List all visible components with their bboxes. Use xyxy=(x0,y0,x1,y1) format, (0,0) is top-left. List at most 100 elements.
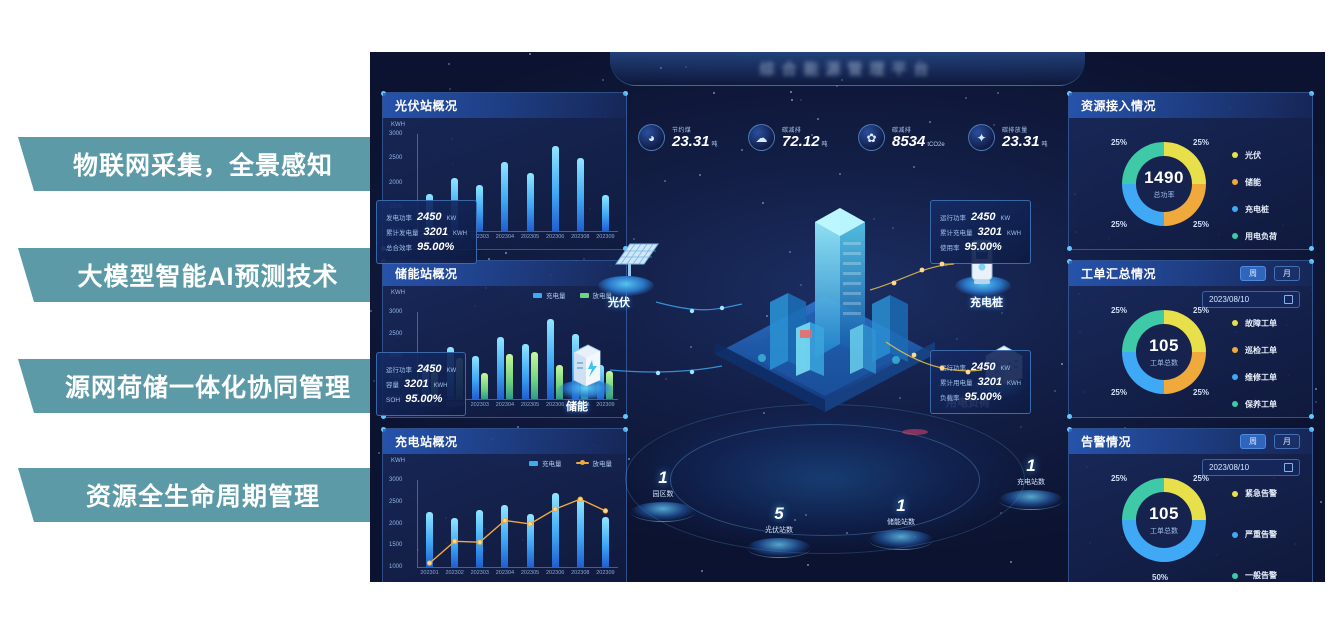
charging-legend-item[interactable]: 放电量 xyxy=(575,458,612,468)
charging-bar[interactable] xyxy=(526,513,534,567)
charging-bar[interactable] xyxy=(426,511,434,567)
storage-x-tick: 202304 xyxy=(495,402,515,408)
storage-bar[interactable] xyxy=(531,352,539,399)
resource-legend-item[interactable]: 储能 xyxy=(1232,177,1277,188)
pv-bar[interactable] xyxy=(526,172,534,231)
kpi-value-4: 23.31 吨 xyxy=(1002,133,1048,151)
storage-bar[interactable] xyxy=(547,318,555,399)
storage-bar[interactable] xyxy=(505,353,513,399)
charging-bar-group[interactable]: 202303 xyxy=(467,480,492,576)
alarm-legend-item[interactable]: 严重告警 xyxy=(1232,529,1277,540)
chart-worksheet-donut[interactable]: 105 工单总数 25% 25% 25% 25% 故障工单 巡检工单 维修工单 保养工单 xyxy=(1069,286,1312,417)
storage-bar[interactable] xyxy=(556,364,564,399)
alarm-donut-center: 105 工单总数 xyxy=(1136,492,1192,548)
storage-bar-group[interactable]: 202304 xyxy=(492,312,517,408)
resource-legend-item[interactable]: 用电负荷 xyxy=(1232,231,1277,242)
alarm-toggle-week[interactable]: 周 xyxy=(1240,434,1266,449)
storage-bar-group[interactable]: 202303 xyxy=(467,312,492,408)
worksheet-center-value: 105 xyxy=(1149,336,1179,355)
storage-bar[interactable] xyxy=(522,343,530,399)
resource-legend-label: 光伏 xyxy=(1245,150,1261,160)
worksheet-date-value: 2023/08/10 xyxy=(1209,295,1250,304)
worksheet-legend-item[interactable]: 故障工单 xyxy=(1232,318,1277,329)
pv-bar-group[interactable]: 202308 xyxy=(568,134,593,240)
alarm-legend-item[interactable]: 紧急告警 xyxy=(1232,488,1277,499)
storage-legend-label: 放电量 xyxy=(592,293,613,300)
metric-value: 2450 xyxy=(971,211,996,223)
storage-bar-group[interactable]: 202306 xyxy=(543,312,568,408)
resource-legend-item[interactable]: 充电桩 xyxy=(1232,204,1277,215)
storage-bar[interactable] xyxy=(496,337,504,399)
worksheet-legend-item[interactable]: 维修工单 xyxy=(1232,372,1277,383)
charging-bar[interactable] xyxy=(601,516,609,567)
storage-legend-item[interactable]: 充电量 xyxy=(533,290,566,300)
alarm-donut[interactable]: 105 工单总数 xyxy=(1122,478,1206,562)
stat-pod-1[interactable]: 1 园区数 xyxy=(624,468,702,522)
worksheet-legend-item[interactable]: 巡检工单 xyxy=(1232,345,1277,356)
worksheet-donut-ring[interactable]: 105 工单总数 xyxy=(1122,310,1206,394)
charging-bar-group[interactable]: 202309 xyxy=(593,480,618,576)
charging-bar[interactable] xyxy=(476,509,484,567)
metric-value: 3201 xyxy=(977,376,1002,388)
battery-cabinet-icon[interactable] xyxy=(568,342,604,393)
alarm-legend-item[interactable]: 一般告警 xyxy=(1232,570,1277,581)
chart-resource-donut[interactable]: 1490 总功率 25% 25% 25% 25% 光伏 储能 充电桩 用电负荷 xyxy=(1069,118,1312,249)
charging-bar-group[interactable]: 202308 xyxy=(568,480,593,576)
node-pedestal-pv xyxy=(598,276,654,296)
panel-title-pv: 光伏站概况 xyxy=(383,93,626,118)
stat-pod-2[interactable]: 5 光伏站数 xyxy=(740,504,818,558)
node-label-pv: 光伏 xyxy=(608,297,630,309)
solar-panel-icon[interactable] xyxy=(608,238,660,285)
storage-legend-item[interactable]: 放电量 xyxy=(579,290,613,300)
pv-bar-group[interactable]: 202305 xyxy=(518,134,543,240)
storage-x-tick: 202308 xyxy=(571,402,590,408)
resource-donut-ring[interactable]: 1490 总功率 xyxy=(1122,142,1206,226)
pv-x-tick: 202306 xyxy=(546,234,565,240)
worksheet-toggle-week[interactable]: 周 xyxy=(1240,266,1266,281)
charging-bar[interactable] xyxy=(576,499,584,567)
pv-bar[interactable] xyxy=(501,161,509,231)
stat-pod-4[interactable]: 1 充电站数 xyxy=(992,456,1070,510)
charging-bar[interactable] xyxy=(551,493,559,567)
worksheet-donut[interactable]: 105 工单总数 xyxy=(1122,310,1206,394)
pv-bar[interactable] xyxy=(601,195,609,231)
resource-donut[interactable]: 1490 总功率 xyxy=(1122,142,1206,226)
stat-pod-ring-icon xyxy=(999,490,1063,510)
metric-value: 95.00% xyxy=(417,241,455,253)
storage-bar[interactable] xyxy=(471,355,479,399)
worksheet-date-picker[interactable]: 2023/08/10 xyxy=(1202,291,1300,308)
pv-bar[interactable] xyxy=(551,145,559,231)
worksheet-slice-percent: 25% xyxy=(1193,305,1210,315)
worksheet-toggle-month[interactable]: 月 xyxy=(1274,266,1300,281)
charging-bar-group[interactable]: 202305 xyxy=(518,480,543,576)
chart-charging-station[interactable]: KWH 3000 2500 2000 1500 1000 202301 202302 20230… xyxy=(383,454,626,582)
charging-legend-item[interactable]: 充电量 xyxy=(529,458,562,468)
pv-bar-group[interactable]: 202309 xyxy=(593,134,618,240)
charging-bar[interactable] xyxy=(501,505,509,567)
stat-pod-3[interactable]: 1 储能站数 xyxy=(862,496,940,550)
pv-bar[interactable] xyxy=(476,184,484,231)
alarm-date-picker[interactable]: 2023/08/10 xyxy=(1202,459,1300,476)
chart-alarm-donut[interactable]: 105 工单总数 25% 50% 25% 紧急告警 严重告警 一般告警 xyxy=(1069,454,1312,582)
storage-bar[interactable] xyxy=(480,373,488,399)
charging-y-axis xyxy=(417,480,418,567)
pv-bar[interactable] xyxy=(576,158,584,231)
stat-pod-value-4: 1 xyxy=(1026,456,1036,475)
worksheet-legend-item[interactable]: 保养工单 xyxy=(1232,399,1277,410)
metric-key: 累计用电量 xyxy=(940,380,973,387)
pv-bar-group[interactable]: 202306 xyxy=(543,134,568,240)
metric-value: 2450 xyxy=(417,363,442,375)
alarm-slice-percent: 50% xyxy=(1152,573,1169,582)
charging-bar-group[interactable]: 202306 xyxy=(543,480,568,576)
storage-bar-group[interactable]: 202305 xyxy=(518,312,543,408)
alarm-donut-ring[interactable]: 105 工单总数 xyxy=(1122,478,1206,562)
city-model-icon xyxy=(700,162,950,422)
pv-bar-group[interactable]: 202304 xyxy=(492,134,517,240)
pv-bar-group[interactable]: 202303 xyxy=(467,134,492,240)
resource-legend-item[interactable]: 光伏 xyxy=(1232,150,1277,161)
charging-bar-group[interactable]: 202301 xyxy=(417,480,442,576)
charging-x-tick: 202306 xyxy=(546,570,565,576)
kpi-value-1: 23.31 吨 xyxy=(672,133,718,151)
alarm-toggle-month[interactable]: 月 xyxy=(1274,434,1300,449)
charging-bar-group[interactable]: 202304 xyxy=(492,480,517,576)
